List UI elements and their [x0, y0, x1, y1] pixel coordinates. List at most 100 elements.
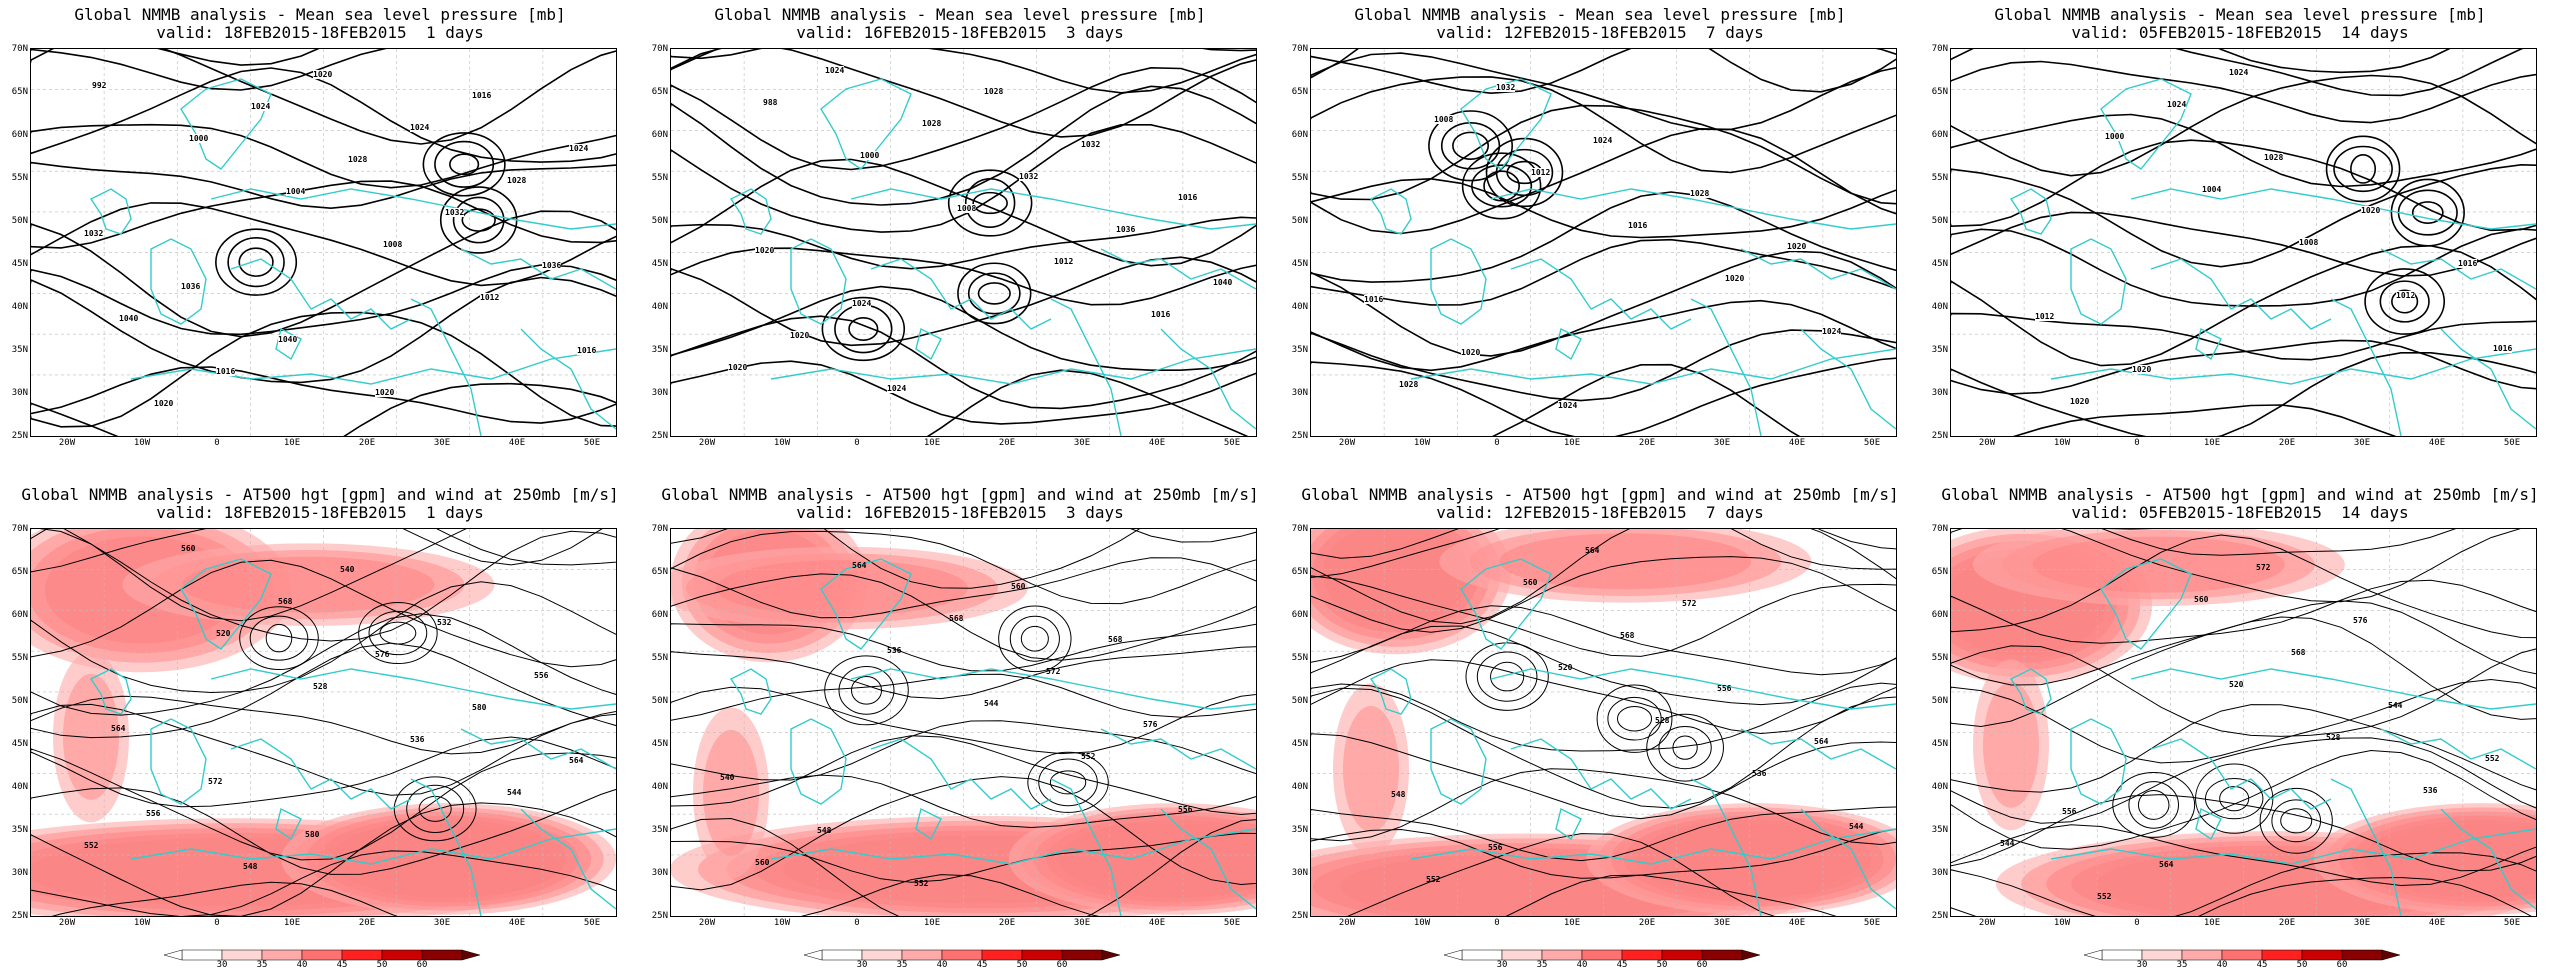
map-panel: Global NMMB analysis - Mean sea level pr… — [0, 0, 640, 480]
panel-title: Global NMMB analysis - Mean sea level pr… — [0, 6, 640, 24]
colorbar-swatch — [942, 950, 982, 960]
lat-tick-label: 30N — [644, 868, 668, 878]
contour-label: 556 — [1178, 805, 1192, 814]
panel-subtitle: valid: 05FEB2015-18FEB2015 14 days — [1920, 504, 2560, 522]
lon-tick-label: 40E — [1142, 438, 1172, 448]
colorbar-swatch — [822, 950, 862, 960]
contour-label: 1012 — [2035, 312, 2054, 321]
coastline — [231, 259, 411, 329]
contour-label: 1024 — [852, 299, 871, 308]
contour-label: 552 — [1426, 875, 1440, 884]
contour-label: 572 — [1046, 667, 1060, 676]
lon-tick-label: 20E — [1632, 438, 1662, 448]
contour-label: 544 — [2388, 701, 2402, 710]
contour-label: 520 — [2229, 680, 2243, 689]
lon-tick-label: 50E — [2497, 438, 2527, 448]
panel-subtitle: valid: 12FEB2015-18FEB2015 7 days — [1280, 24, 1920, 42]
contour-label: 564 — [2159, 860, 2173, 869]
contour-label: 1024 — [410, 123, 429, 132]
lat-tick-label: 25N — [4, 431, 28, 441]
colorbar — [1442, 946, 1762, 958]
lat-tick-label: 60N — [1924, 130, 1948, 140]
colorbar-tick-label: 40 — [2212, 960, 2232, 970]
lat-tick-label: 60N — [644, 130, 668, 140]
coastline — [1511, 739, 1691, 809]
colorbar — [802, 946, 1122, 958]
colorbar-swatch — [2142, 950, 2182, 960]
contour-label: 564 — [852, 561, 866, 570]
contour-label: 560 — [755, 858, 769, 867]
contour-label: 528 — [2326, 733, 2340, 742]
contour-label: 576 — [1143, 720, 1157, 729]
lat-tick-label: 55N — [1284, 173, 1308, 183]
contour-label: 1032 — [445, 208, 464, 217]
colorbar-swatch — [222, 950, 262, 960]
coastline — [2381, 729, 2536, 769]
coastline — [2071, 719, 2126, 804]
lat-tick-label: 65N — [1284, 567, 1308, 577]
wind-shading — [122, 543, 494, 626]
colorbar-tick-label: 40 — [292, 960, 312, 970]
contour-label: 1016 — [1151, 310, 1170, 319]
lat-tick-label: 50N — [644, 696, 668, 706]
contour-label: 1028 — [1690, 189, 1709, 198]
map-panel: Global NMMB analysis - AT500 hgt [gpm] a… — [640, 480, 1280, 960]
lon-tick-label: 10E — [1557, 918, 1587, 928]
isoline — [31, 265, 616, 334]
lat-tick-label: 60N — [1284, 130, 1308, 140]
contour-label: 544 — [507, 788, 521, 797]
closed-isoline — [1608, 697, 1661, 740]
closed-isoline — [2220, 786, 2249, 810]
contour-label: 548 — [817, 826, 831, 835]
coastline — [91, 189, 131, 234]
map-panel: Global NMMB analysis - Mean sea level pr… — [640, 0, 1280, 480]
contour-label: 1020 — [728, 363, 747, 372]
contour-label: 1020 — [375, 388, 394, 397]
lon-tick-label: 50E — [1857, 438, 1887, 448]
colorbar-tick-label: 40 — [1572, 960, 1592, 970]
colorbar-tick-label: 30 — [212, 960, 232, 970]
contour-label: 560 — [1523, 578, 1537, 587]
lon-tick-label: 20W — [1332, 438, 1362, 448]
coastline — [791, 719, 846, 804]
contour-label: 1008 — [957, 204, 976, 213]
lat-tick-label: 70N — [644, 44, 668, 54]
contour-label: 572 — [1682, 599, 1696, 608]
contour-label: 536 — [887, 646, 901, 655]
contour-label: 1020 — [1787, 242, 1806, 251]
lat-tick-label: 45N — [4, 259, 28, 269]
lat-tick-label: 50N — [4, 696, 28, 706]
lat-tick-label: 45N — [1924, 259, 1948, 269]
lon-tick-label: 0 — [2122, 918, 2152, 928]
contour-label: 1012 — [480, 293, 499, 302]
lon-tick-label: 0 — [842, 438, 872, 448]
contour-label: 552 — [84, 841, 98, 850]
contour-label: 1028 — [348, 155, 367, 164]
lon-tick-label: 50E — [577, 438, 607, 448]
panel-subtitle: valid: 18FEB2015-18FEB2015 1 days — [0, 504, 640, 522]
lon-tick-label: 0 — [2122, 438, 2152, 448]
contour-label: 1024 — [1558, 401, 1577, 410]
coastline — [1801, 329, 1896, 429]
colorbar-swatch — [1462, 950, 1502, 960]
lat-tick-label: 55N — [1924, 173, 1948, 183]
contour-label: 1032 — [1019, 172, 1038, 181]
contour-label: 1000 — [2105, 132, 2124, 141]
contour-label: 1024 — [2229, 68, 2248, 77]
lon-tick-label: 30E — [2347, 438, 2377, 448]
map-canvas — [671, 49, 1256, 436]
lat-tick-label: 30N — [644, 388, 668, 398]
contour-label: 564 — [1814, 737, 1828, 746]
coastline — [151, 719, 206, 804]
lat-tick-label: 65N — [1924, 87, 1948, 97]
lat-tick-label: 55N — [4, 653, 28, 663]
map-canvas — [31, 529, 616, 916]
lat-tick-label: 25N — [1284, 911, 1308, 921]
contour-label: 1024 — [825, 66, 844, 75]
contour-label: 1020 — [154, 399, 173, 408]
lon-tick-label: 10E — [277, 918, 307, 928]
colorbar-tick-label: 60 — [2332, 960, 2352, 970]
